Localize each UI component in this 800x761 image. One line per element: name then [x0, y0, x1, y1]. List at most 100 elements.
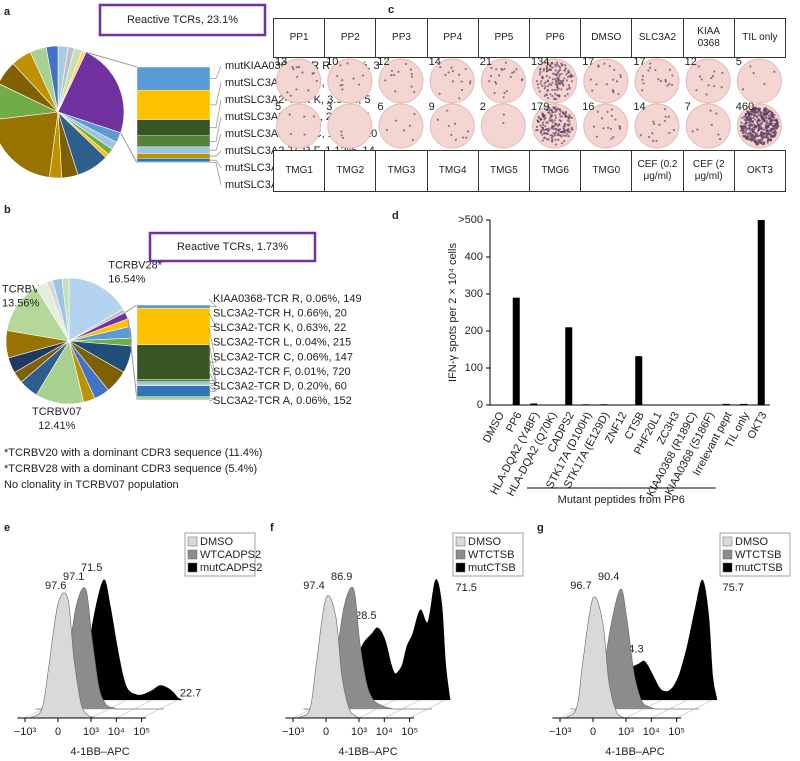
- spot: [346, 62, 349, 65]
- spot: [748, 117, 751, 120]
- spot: [548, 106, 551, 109]
- spot: [664, 115, 667, 118]
- spot: [699, 75, 702, 78]
- spot: [710, 76, 713, 80]
- leader-line: [210, 99, 222, 129]
- leader-line: [208, 298, 217, 308]
- spot: [697, 65, 700, 68]
- spot: [535, 80, 539, 83]
- breakdown-label: SLC3A2-TCR C, 0.06%, 147: [213, 351, 353, 363]
- spot: [720, 86, 723, 89]
- spot: [340, 134, 343, 137]
- x-axis-title: 4-1BB–APC: [605, 746, 664, 758]
- spot: [749, 113, 753, 116]
- spot: [515, 68, 518, 71]
- spot: [759, 122, 762, 125]
- well-label: TIL only: [733, 18, 786, 58]
- well-label: PP2: [324, 18, 377, 58]
- spot: [385, 128, 388, 131]
- legend-label: mutCADPS2: [200, 562, 262, 574]
- spot: [553, 88, 556, 92]
- spot: [754, 107, 758, 110]
- x-axis-title: 4-1BB–APC: [70, 746, 129, 758]
- title-box: [98, 3, 267, 37]
- well-label: KIAA 0368: [682, 18, 735, 58]
- spot: [776, 123, 779, 126]
- bar: [582, 404, 590, 405]
- spot: [564, 115, 567, 118]
- spot: [502, 113, 506, 116]
- x-tick-label: −10³: [14, 726, 37, 738]
- spot: [549, 65, 553, 68]
- spot: [772, 127, 775, 131]
- spot: [647, 135, 651, 139]
- spot: [750, 120, 753, 123]
- spot: [760, 113, 764, 117]
- well-label: SLC3A2: [631, 18, 684, 58]
- spot: [591, 89, 594, 92]
- spot: [555, 108, 558, 111]
- spot: [762, 116, 765, 119]
- spot: [756, 122, 759, 125]
- spot: [557, 129, 560, 132]
- spot: [552, 72, 555, 75]
- spot: [568, 86, 571, 89]
- spot: [521, 78, 524, 81]
- spot: [746, 110, 750, 113]
- spot: [743, 136, 746, 139]
- y-tick-label: 400: [465, 251, 483, 263]
- spot: [447, 124, 450, 128]
- spot: [641, 78, 644, 81]
- spot: [765, 135, 768, 138]
- pie-slice: [0, 111, 59, 178]
- spot: [761, 121, 764, 124]
- x-tick-label: −10³: [282, 726, 305, 738]
- x-tick-label: 0: [55, 726, 61, 738]
- spot: [710, 123, 713, 126]
- y-axis-title: IFN-γ spots per 2 × 10⁴ cells: [447, 243, 459, 382]
- spot: [562, 79, 565, 82]
- leader-line: [210, 150, 222, 157]
- connector: [124, 304, 138, 313]
- spot: [538, 73, 541, 76]
- well: [583, 58, 629, 104]
- spot: [560, 88, 563, 91]
- spot: [553, 134, 557, 137]
- spot: [771, 120, 774, 123]
- spot: [547, 96, 550, 100]
- spot: [748, 111, 752, 114]
- spot: [751, 124, 754, 127]
- breakdown-label: SLC3A2-TCR F, 0.01%, 720: [213, 366, 351, 378]
- spot: [595, 135, 598, 138]
- spot: [549, 134, 552, 137]
- spot: [558, 108, 562, 111]
- spot: [753, 110, 756, 113]
- spot: [763, 112, 766, 115]
- spot-count: 5: [275, 101, 281, 113]
- spot: [709, 109, 712, 112]
- spot: [545, 65, 548, 68]
- spot: [773, 133, 776, 136]
- spot: [547, 63, 550, 66]
- spot: [757, 114, 760, 117]
- spot: [757, 119, 760, 122]
- bar: [722, 403, 730, 405]
- spot: [312, 115, 316, 118]
- spot: [543, 129, 546, 132]
- spot: [311, 72, 314, 75]
- spot: [767, 110, 770, 113]
- leader-line: [210, 116, 222, 142]
- spot: [539, 82, 542, 85]
- spot: [763, 114, 766, 118]
- spot: [773, 135, 776, 138]
- spot: [745, 137, 748, 140]
- spot: [550, 140, 554, 143]
- spot: [546, 80, 550, 83]
- breakdown-segment: [136, 381, 211, 386]
- spot: [554, 69, 557, 72]
- gate-percent: 71.5: [456, 582, 477, 594]
- spot: [758, 124, 762, 127]
- spot: [754, 114, 757, 118]
- spot: [695, 89, 698, 92]
- spot: [554, 116, 558, 120]
